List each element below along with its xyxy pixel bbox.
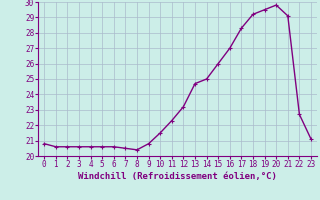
X-axis label: Windchill (Refroidissement éolien,°C): Windchill (Refroidissement éolien,°C)	[78, 172, 277, 181]
